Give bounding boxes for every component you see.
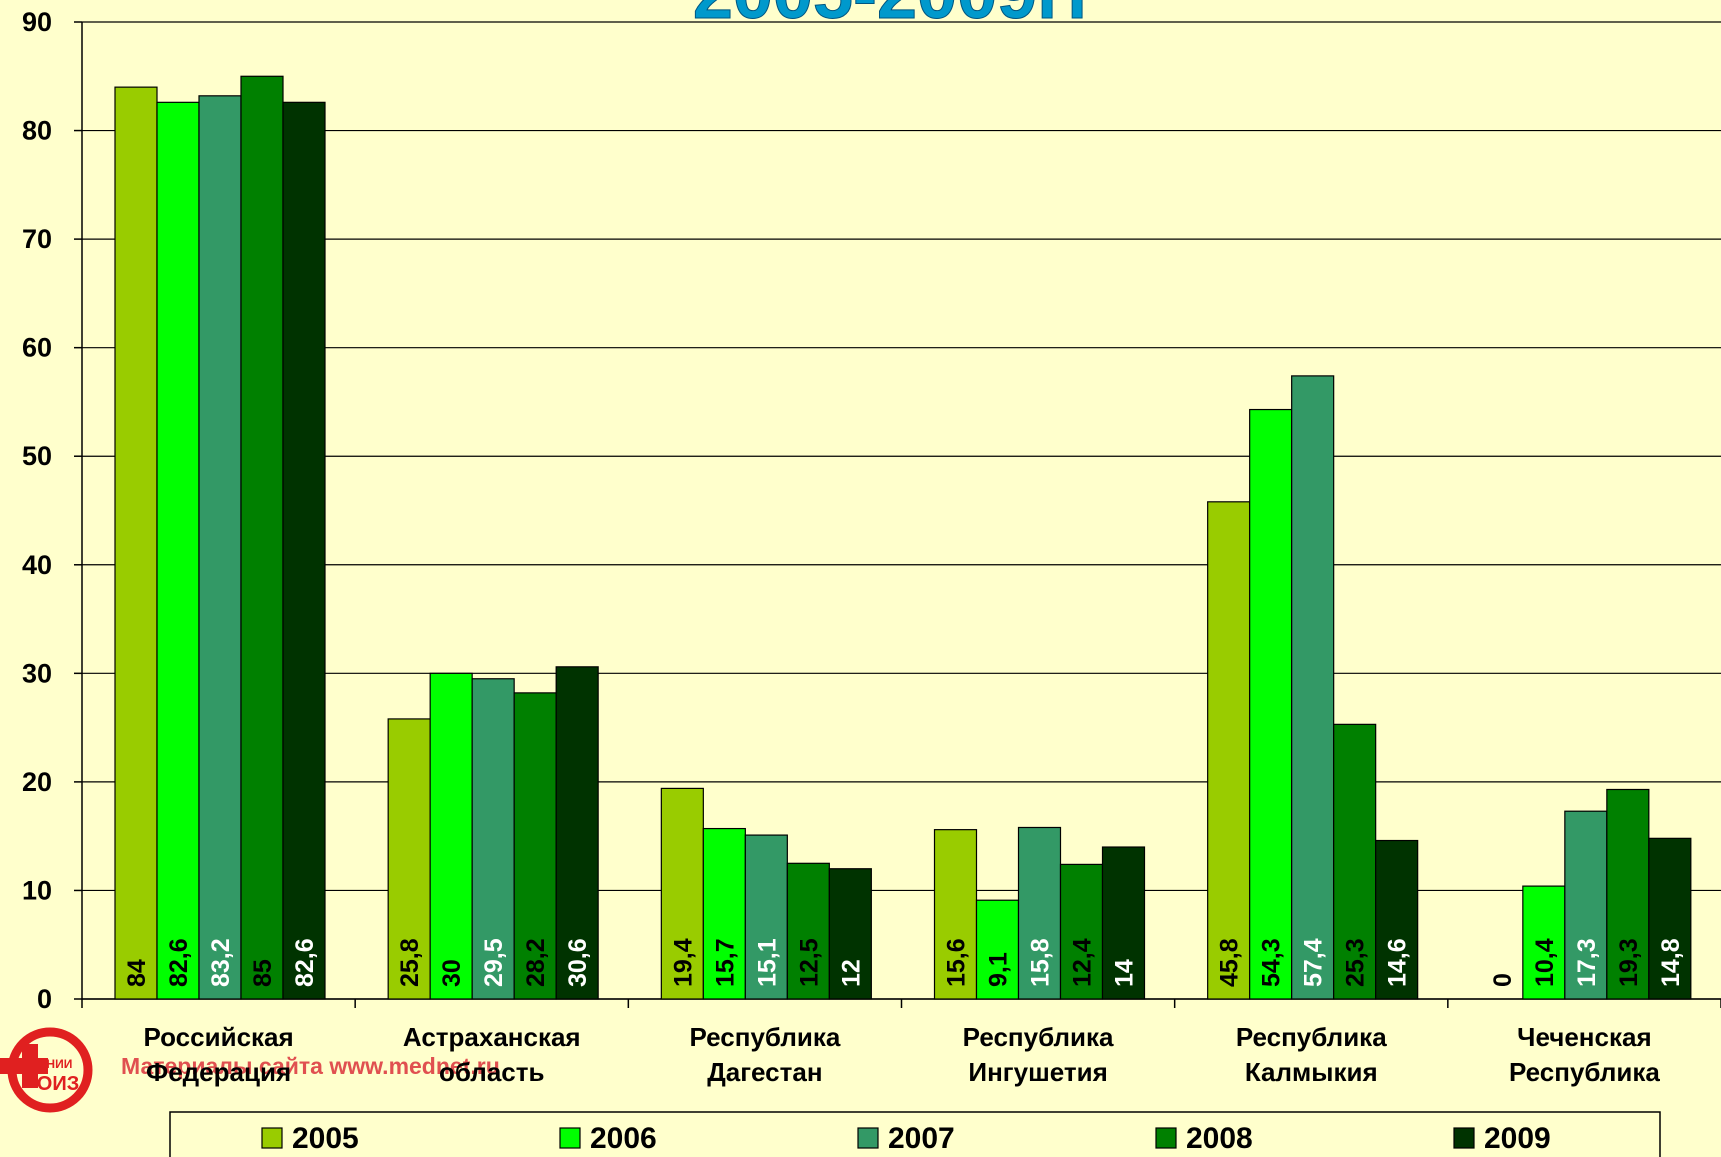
data-label: 19,3	[1615, 938, 1643, 987]
bar	[429, 672, 473, 1000]
bar	[1648, 837, 1692, 1000]
y-tick-label: 50	[22, 441, 52, 471]
data-label: 28,2	[522, 938, 550, 987]
x-tick-label: Республика Ингушетия	[962, 1022, 1114, 1087]
data-label: 54,3	[1258, 938, 1286, 987]
data-label: 12	[837, 959, 865, 987]
y-tick-label: 90	[22, 7, 52, 37]
legend-swatch	[1155, 1127, 1177, 1149]
bar	[933, 829, 978, 1000]
bar	[471, 678, 515, 1000]
data-label: 14	[1111, 959, 1139, 987]
y-tick-label: 20	[22, 767, 52, 797]
legend-box	[169, 1111, 1661, 1157]
data-label: 9,1	[985, 952, 1013, 987]
data-label: 25,3	[1342, 938, 1370, 987]
bar	[1207, 501, 1251, 1000]
bar	[1564, 810, 1608, 1000]
x-tick-label: Российская Федерация	[143, 1022, 294, 1087]
data-label: 12,5	[795, 938, 823, 987]
x-tick-label: Астраханская область	[402, 1022, 581, 1087]
y-tick-label: 0	[37, 984, 52, 1014]
legend-swatch	[559, 1127, 581, 1149]
bar	[555, 666, 599, 1000]
bar	[513, 692, 557, 1000]
logo-text: ЦНИИ	[38, 1057, 73, 1071]
bar	[975, 899, 1020, 1000]
bar	[744, 834, 788, 1000]
data-label: 30,6	[564, 938, 592, 987]
legend-label: 2009	[1484, 1122, 1551, 1155]
y-tick-label: 80	[22, 116, 52, 146]
bar	[1375, 839, 1419, 1000]
x-tick-label: Республика Калмыкия	[1235, 1022, 1387, 1087]
y-tick-label: 40	[22, 550, 52, 580]
data-label: 85	[249, 959, 277, 987]
data-label: 82,6	[165, 938, 193, 987]
legend-swatch	[857, 1127, 879, 1149]
logo: ЦНИИ ОИЗ	[0, 1027, 93, 1113]
bar	[1249, 408, 1293, 1000]
data-label: 19,4	[669, 938, 697, 987]
data-label: 14,8	[1657, 938, 1685, 987]
legend-swatch	[261, 1127, 283, 1149]
watermark: Материалы сайта www.mednet.ru	[121, 1053, 500, 1079]
bar	[660, 787, 704, 1000]
data-label: 84	[123, 959, 151, 987]
legend-label: 2005	[292, 1122, 359, 1155]
bar	[387, 718, 431, 1000]
data-label: 14,6	[1384, 938, 1412, 987]
bar	[198, 95, 242, 1000]
y-tick-label: 60	[22, 333, 52, 363]
y-tick-label: 10	[22, 875, 52, 905]
legend: 2005 2006 2007 2008 2009	[169, 1111, 1661, 1157]
bar	[1101, 846, 1146, 1000]
data-label: 15,7	[711, 938, 739, 987]
bar	[702, 827, 746, 1000]
data-label: 0	[1489, 973, 1517, 987]
bar	[828, 868, 872, 1000]
legend-label: 2006	[590, 1122, 657, 1155]
bar	[1522, 885, 1566, 1000]
logo-cross	[0, 1044, 48, 1088]
data-label: 29,5	[480, 938, 508, 987]
x-tick-label: Республика Дагестан	[689, 1022, 841, 1087]
data-label: 10,4	[1531, 938, 1559, 987]
bar	[1333, 723, 1377, 1000]
y-tick-label: 30	[22, 658, 52, 688]
chart-title: 2005-2009гг	[693, 0, 1097, 34]
legend-label: 2008	[1186, 1122, 1253, 1155]
data-label: 15,6	[943, 938, 971, 987]
data-label: 30	[438, 959, 466, 987]
data-label: 25,8	[396, 938, 424, 987]
data-label: 45,8	[1216, 938, 1244, 987]
legend-label: 2007	[888, 1122, 955, 1155]
data-label: 17,3	[1573, 938, 1601, 987]
bar	[786, 862, 830, 1000]
data-label: 57,4	[1300, 938, 1328, 987]
logo-text: ОИЗ	[37, 1073, 79, 1095]
bar	[1017, 826, 1062, 1000]
bar	[1291, 375, 1335, 1000]
data-label: 82,6	[291, 938, 319, 987]
bar	[156, 101, 200, 1000]
bar	[1606, 788, 1650, 1000]
x-tick-label: Чеченская Республика	[1508, 1022, 1660, 1087]
bar	[114, 86, 158, 1000]
data-label: 15,8	[1027, 938, 1055, 987]
data-label: 83,2	[207, 938, 235, 987]
bar	[240, 75, 284, 1000]
data-label: 15,1	[753, 938, 781, 987]
bar	[282, 101, 326, 1000]
data-label: 12,4	[1069, 938, 1097, 987]
legend-swatch	[1453, 1127, 1475, 1149]
y-tick-label: 70	[22, 224, 52, 254]
